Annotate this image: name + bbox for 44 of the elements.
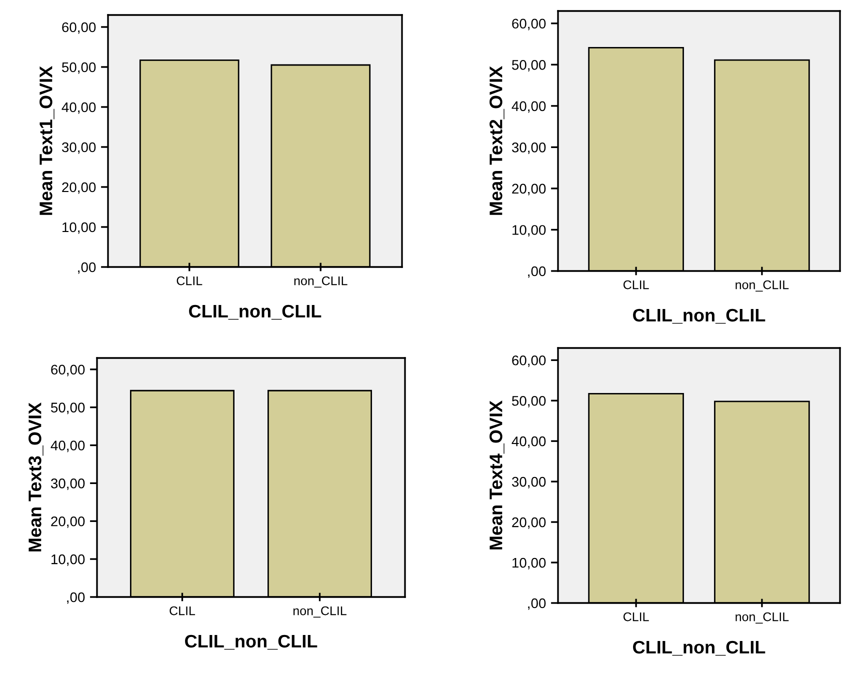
y-tick-label: 40,00 <box>512 101 546 113</box>
y-tick-label: 10,00 <box>62 222 96 234</box>
y-tick-label: 50,00 <box>512 60 546 72</box>
y-tick-label: 20,00 <box>62 182 96 194</box>
y-tick-label: 10,00 <box>512 558 546 570</box>
y-tick-label: 30,00 <box>512 476 546 488</box>
x-axis-title: CLIL_non_CLIL <box>633 308 766 324</box>
y-tick-label: 50,00 <box>62 62 96 74</box>
x-tick-label: non_CLIL <box>736 280 789 292</box>
y-axis-title: Mean Text2_OVIX <box>490 66 504 215</box>
y-tick-label: 50,00 <box>512 396 546 408</box>
y-tick-label: 20,00 <box>512 517 546 529</box>
y-tick-label: 30,00 <box>50 478 85 490</box>
y-tick-label: ,00 <box>528 598 546 610</box>
y-tick-label: 50,00 <box>50 402 85 414</box>
y-tick-label: 30,00 <box>512 142 546 154</box>
x-tick-label: non_CLIL <box>293 606 346 618</box>
y-tick-label: 20,00 <box>512 184 546 196</box>
y-tick-label: ,00 <box>528 266 546 278</box>
x-tick-label: CLIL <box>623 280 649 290</box>
y-tick-label: 40,00 <box>512 436 546 448</box>
y-tick-label: 60,00 <box>512 355 546 367</box>
x-tick-label: CLIL <box>170 606 196 616</box>
y-tick-label: 60,00 <box>51 364 85 376</box>
y-tick-label: ,00 <box>67 592 85 604</box>
y-tick-label: 30,00 <box>62 142 96 154</box>
y-axis-title: Mean Text1_OVIX <box>40 66 54 215</box>
y-tick-label: ,00 <box>78 262 96 274</box>
x-tick-label: CLIL <box>176 276 202 286</box>
x-axis-title: CLIL_non_CLIL <box>633 640 766 656</box>
x-axis-title: CLIL_non_CLIL <box>189 304 322 320</box>
y-tick-label: 60,00 <box>62 22 96 34</box>
x-tick-label: non_CLIL <box>294 276 348 288</box>
y-tick-label: 20,00 <box>51 516 85 528</box>
y-axis-title: Mean Text4_OVIX <box>490 400 504 550</box>
x-axis-title: CLIL_non_CLIL <box>185 634 318 650</box>
y-tick-label: 10,00 <box>512 225 546 237</box>
x-tick-label: CLIL <box>623 612 649 622</box>
y-tick-label: 40,00 <box>50 440 85 452</box>
x-tick-label: non_CLIL <box>736 612 789 624</box>
y-tick-label: 10,00 <box>52 554 85 566</box>
y-tick-label: 40,00 <box>62 102 96 114</box>
y-axis-title: Mean Text3_OVIX <box>28 402 44 552</box>
y-tick-label: 60,00 <box>512 18 546 30</box>
